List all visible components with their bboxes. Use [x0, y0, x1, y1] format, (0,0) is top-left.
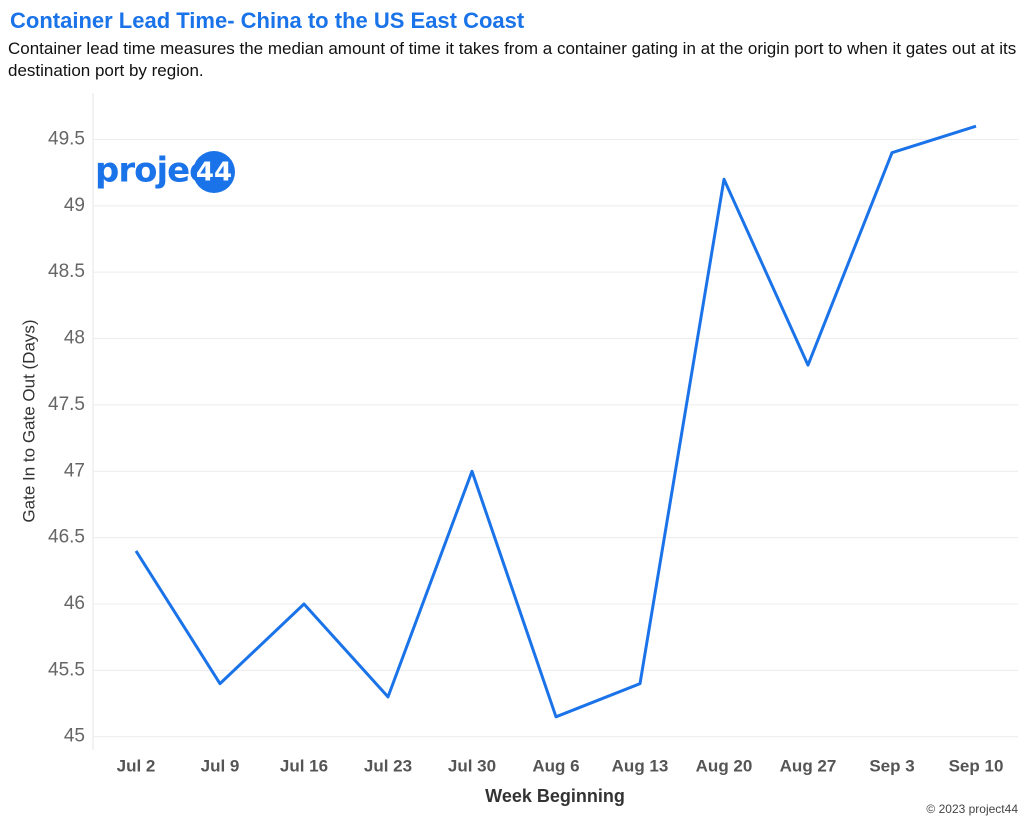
copyright: © 2023 project44	[926, 802, 1018, 816]
y-tick-label: 47.5	[48, 394, 85, 415]
y-axis-title: Gate In to Gate Out (Days)	[19, 319, 38, 522]
x-tick-label: Sep 3	[869, 756, 914, 775]
y-tick-label: 48.5	[48, 261, 85, 282]
x-tick-label: Aug 20	[696, 756, 753, 775]
y-tick-label: 45	[64, 726, 85, 747]
subtitle-box: Container lead time measures the median …	[8, 39, 1017, 80]
chart-title: Container Lead Time- China to the US Eas…	[10, 8, 525, 33]
logo-badge-text: 44	[196, 158, 232, 188]
y-tick-label: 49.5	[48, 128, 85, 149]
y-tick-label: 48	[64, 328, 85, 349]
y-tick-label: 47	[64, 460, 85, 481]
y-tick-label: 46	[64, 593, 85, 614]
x-tick-label: Sep 10	[949, 756, 1004, 775]
x-tick-label: Jul 2	[117, 756, 156, 775]
x-axis-title: Week Beginning	[485, 786, 625, 806]
x-tick-label: Jul 23	[364, 756, 412, 775]
x-tick-label: Jul 30	[448, 756, 496, 775]
x-tick-label: Jul 16	[280, 756, 328, 775]
y-tick-label: 45.5	[48, 659, 85, 680]
logo-badge	[193, 151, 235, 193]
y-tick-label: 49	[64, 195, 85, 216]
x-tick-label: Jul 9	[201, 756, 240, 775]
x-tick-label: Aug 27	[780, 756, 837, 775]
data-line	[134, 124, 977, 719]
y-tick-label: 46.5	[48, 527, 85, 548]
x-tick-label: Aug 6	[532, 756, 579, 775]
x-tick-label: Aug 13	[612, 756, 669, 775]
chart-subtitle: Container lead time measures the median …	[8, 39, 1017, 80]
